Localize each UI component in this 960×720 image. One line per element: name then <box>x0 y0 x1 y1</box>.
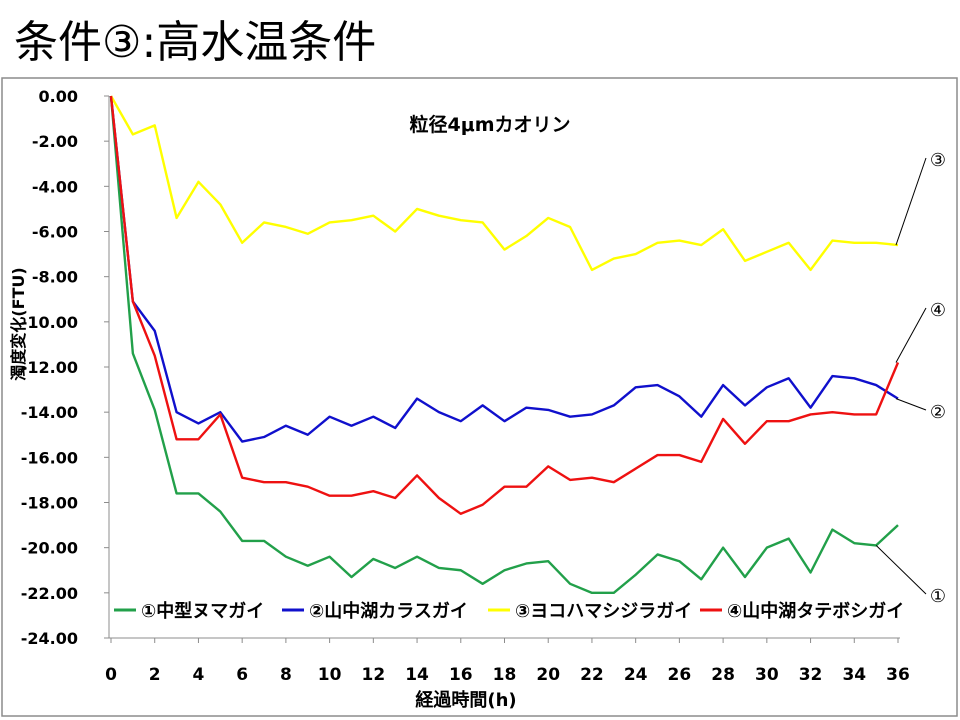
legend-label: ④山中湖タテボシガイ <box>727 600 904 622</box>
callout-label: ① <box>930 586 946 607</box>
series-lines <box>109 95 900 595</box>
callout-leader <box>895 307 927 363</box>
y-axis-label: 濁度変化(FTU) <box>9 267 28 380</box>
y-tick-label: -18.00 <box>21 494 78 513</box>
legend-label: ②山中湖カラスガイ <box>309 600 468 622</box>
y-tick-label: 0.00 <box>39 87 78 106</box>
series-callouts: ① ② ③ ④ <box>875 150 946 607</box>
y-tick-labels: 0.00 -2.00 -4.00 -6.00 -8.00 -10.00 -12.00 -14.… <box>21 87 109 648</box>
x-tick-label: 0 <box>105 665 117 685</box>
callout-label: ④ <box>930 300 946 321</box>
x-tick-label: 14 <box>405 665 429 685</box>
x-tick-label: 20 <box>536 665 560 685</box>
series-line <box>109 95 900 515</box>
y-tick-label: -12.00 <box>21 358 78 377</box>
y-tick-label: -14.00 <box>21 403 78 422</box>
y-tick-label: -20.00 <box>21 539 78 558</box>
x-tick-label: 18 <box>493 665 517 685</box>
series-line <box>109 95 899 595</box>
x-tick-label: 32 <box>799 665 823 685</box>
callout-leader <box>875 545 927 595</box>
series-line <box>109 95 899 443</box>
x-tick-label: 12 <box>361 665 385 685</box>
legend-label: ③ヨコハマシジラガイ <box>515 601 692 622</box>
y-tick-label: -24.00 <box>21 629 78 648</box>
y-tick-label: -6.00 <box>32 223 78 242</box>
x-tick-label: 36 <box>886 665 910 685</box>
y-tick-label: -22.00 <box>21 584 78 603</box>
x-tick-label: 4 <box>193 665 205 685</box>
callout-leader <box>895 157 927 246</box>
series-line <box>109 95 899 272</box>
y-tick-label: -16.00 <box>21 448 78 467</box>
x-tick-label: 2 <box>149 665 161 685</box>
legend: ①中型ヌマガイ ②山中湖カラスガイ ③ヨコハマシジラガイ ④山中湖タテボシガイ <box>114 600 904 622</box>
callout-leader <box>895 398 927 411</box>
x-tick-label: 26 <box>668 665 692 685</box>
x-tick-label: 34 <box>842 665 866 685</box>
x-tick-label: 22 <box>580 665 604 685</box>
y-tick-label: -4.00 <box>32 177 78 196</box>
x-tick-label: 30 <box>755 665 779 685</box>
y-tick-label: -10.00 <box>21 313 78 332</box>
x-tick-label: 24 <box>624 665 648 685</box>
chart-border <box>1 77 958 717</box>
x-tick-label: 8 <box>280 665 292 685</box>
y-tick-label: -2.00 <box>32 132 78 151</box>
x-tick-label: 6 <box>236 665 248 685</box>
x-tick-label: 10 <box>318 665 342 685</box>
y-tick-label: -8.00 <box>32 268 78 287</box>
x-axis-label: 経過時間(h) <box>415 689 516 711</box>
slide-title: 条件③:高水温条件 <box>14 17 377 68</box>
x-tick-label: 28 <box>711 665 735 685</box>
legend-label: ①中型ヌマガイ <box>141 600 264 622</box>
callout-label: ② <box>930 402 946 423</box>
callout-label: ③ <box>930 150 946 171</box>
x-tick-label: 16 <box>449 665 473 685</box>
x-tick-labels: 0 2 4 6 8 10 12 14 16 18 20 22 24 26 28 30 32 34 36 <box>105 638 910 685</box>
chart-title: 粒径4μmカオリン <box>410 113 571 136</box>
